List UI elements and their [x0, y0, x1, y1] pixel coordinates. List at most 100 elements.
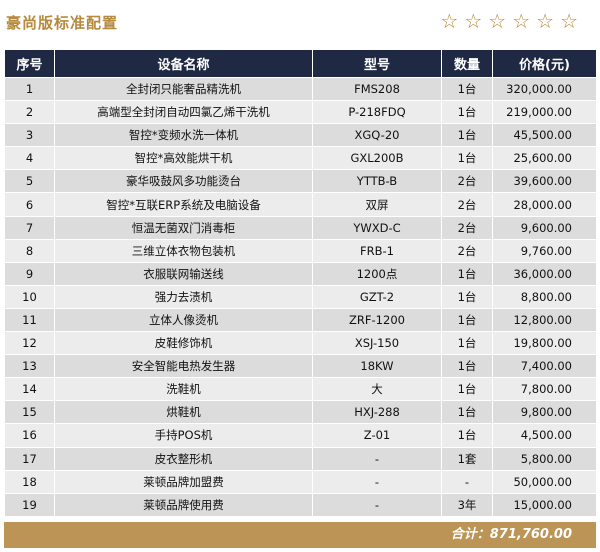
cell-name: 三维立体衣物包装机	[54, 238, 313, 263]
cell-name: 皮衣整形机	[54, 446, 313, 471]
cell-qty: 2台	[441, 215, 493, 240]
cell-model: XGQ-20	[312, 123, 442, 148]
header-price: 价格(元)	[492, 49, 597, 78]
table-row: 19 莱顿品牌使用费 -3年 15,000.00	[4, 492, 597, 517]
cell-name: 洗鞋机	[54, 377, 313, 402]
cell-no: 19	[4, 492, 55, 517]
cell-name: 豪华吸鼓风多功能烫台	[54, 169, 313, 194]
cell-name: 安全智能电热发生器	[54, 354, 313, 379]
cell-price: 9,800.00	[492, 400, 597, 425]
cell-no: 17	[4, 446, 55, 471]
table-row: 17 皮衣整形机 -1套 5,800.00	[4, 446, 597, 471]
rating-stars: ☆ ☆ ☆ ☆ ☆ ☆	[440, 10, 578, 32]
cell-model: XSJ-150	[312, 331, 442, 356]
cell-price: 7,800.00	[492, 377, 597, 402]
cell-price: 5,800.00	[492, 446, 597, 471]
cell-model: 1200点	[312, 261, 442, 286]
cell-no: 3	[4, 123, 55, 148]
cell-name: 强力去渍机	[54, 284, 313, 309]
cell-model: -	[312, 446, 442, 471]
cell-qty: 1台	[441, 354, 493, 379]
cell-name: 智控*高效能烘干机	[54, 146, 313, 171]
table-row: 18 莱顿品牌加盟费 - -50,000.00	[4, 469, 597, 494]
cell-qty: 2台	[441, 169, 493, 194]
table-row: 3 智控*变频水洗一体机 XGQ-20 1台 45,500.00	[4, 123, 597, 148]
star-icon: ☆	[464, 9, 483, 33]
cell-price: 19,800.00	[492, 331, 597, 356]
table-row: 4 智控*高效能烘干机 GXL200B 1台 25,600.00	[4, 146, 597, 171]
cell-qty: 1台	[441, 146, 493, 171]
table-row: 16 手持POS机 Z-01 1台 4,500.00	[4, 423, 597, 448]
cell-price: 36,000.00	[492, 261, 597, 286]
table-row: 11 立体人像烫机 ZRF-1200 1台 12,800.00	[4, 307, 597, 333]
cell-name: 莱顿品牌加盟费	[54, 469, 313, 494]
cell-no: 15	[4, 400, 55, 425]
equipment-table: 序号 设备名称 型号 数量 价格(元) 1 全封闭只能奢品精洗机 FMS208 1台 3…	[4, 49, 597, 517]
cell-no: 2	[4, 100, 55, 125]
cell-no: 16	[4, 423, 55, 448]
table-row: 13 安全智能电热发生器 18KW 1台 7,400.00	[4, 354, 597, 379]
cell-no: 7	[4, 215, 55, 240]
cell-name: 莱顿品牌使用费	[54, 492, 313, 517]
table-row: 12 皮鞋修饰机 XSJ-150 1台 19,800.00	[4, 331, 597, 356]
cell-qty: 1台	[441, 423, 493, 448]
cell-model: YWXD-C	[312, 215, 442, 240]
cell-no: 10	[4, 284, 55, 309]
table-row: 10 强力去渍机 GZT-2 1台 8,800.00	[4, 284, 597, 309]
cell-qty: 1台	[441, 284, 493, 309]
cell-qty: 3年	[441, 492, 493, 517]
cell-model: FMS208	[312, 76, 442, 102]
cell-price: 219,000.00	[492, 100, 597, 125]
table-row: 2 高端型全封闭自动四氯乙烯干洗机 P-218FDQ 1台 219,000.00	[4, 100, 597, 125]
cell-qty: 2台	[441, 192, 493, 217]
cell-price: 7,400.00	[492, 354, 597, 379]
cell-name: 全封闭只能奢品精洗机	[54, 76, 313, 102]
cell-price: 9,600.00	[492, 215, 597, 240]
cell-model: Z-01	[312, 423, 442, 448]
cell-model: YTTB-B	[312, 169, 442, 194]
cell-name: 恒温无菌双门消毒柜	[54, 215, 313, 240]
header-qty: 数量	[441, 49, 493, 78]
header-no: 序号	[4, 49, 55, 78]
cell-qty: 1套	[441, 446, 493, 471]
cell-no: 8	[4, 238, 55, 263]
cell-qty: 1台	[441, 400, 493, 425]
cell-model: FRB-1	[312, 238, 442, 263]
cell-no: 12	[4, 331, 55, 356]
star-icon: ☆	[512, 9, 531, 33]
cell-qty: 1台	[441, 307, 493, 333]
cell-qty: 1台	[441, 76, 493, 102]
header-name: 设备名称	[54, 49, 313, 78]
cell-price: 50,000.00	[492, 469, 597, 494]
cell-price: 4,500.00	[492, 423, 597, 448]
cell-no: 11	[4, 307, 55, 333]
table-row: 14 洗鞋机大 1台 7,800.00	[4, 377, 597, 402]
cell-no: 9	[4, 261, 55, 286]
table-row: 1 全封闭只能奢品精洗机 FMS208 1台 320,000.00	[4, 76, 597, 102]
table-row: 5 豪华吸鼓风多功能烫台 YTTB-B 2台 39,600.00	[4, 169, 597, 194]
cell-model: ZRF-1200	[312, 307, 442, 333]
cell-price: 15,000.00	[492, 492, 597, 517]
star-icon: ☆	[488, 9, 507, 33]
cell-price: 28,000.00	[492, 192, 597, 217]
cell-price: 12,800.00	[492, 307, 597, 333]
table-row: 7 恒温无菌双门消毒柜 YWXD-C 2台 9,600.00	[4, 215, 597, 240]
cell-price: 8,800.00	[492, 284, 597, 309]
cell-no: 4	[4, 146, 55, 171]
cell-name: 智控*变频水洗一体机	[54, 123, 313, 148]
cell-price: 320,000.00	[492, 76, 597, 102]
cell-name: 高端型全封闭自动四氯乙烯干洗机	[54, 100, 313, 125]
cell-name: 皮鞋修饰机	[54, 331, 313, 356]
cell-qty: 1台	[441, 331, 493, 356]
cell-qty: 2台	[441, 238, 493, 263]
cell-no: 5	[4, 169, 55, 194]
cell-no: 1	[4, 76, 55, 102]
table-row: 15 烘鞋机 HXJ-288 1台 9,800.00	[4, 400, 597, 425]
cell-model: -	[312, 469, 442, 494]
cell-no: 18	[4, 469, 55, 494]
cell-model: 双屏	[312, 192, 442, 217]
cell-qty: 1台	[441, 123, 493, 148]
header-model: 型号	[312, 49, 442, 78]
cell-model: GXL200B	[312, 146, 442, 171]
page-title: 豪尚版标准配置	[6, 14, 119, 32]
